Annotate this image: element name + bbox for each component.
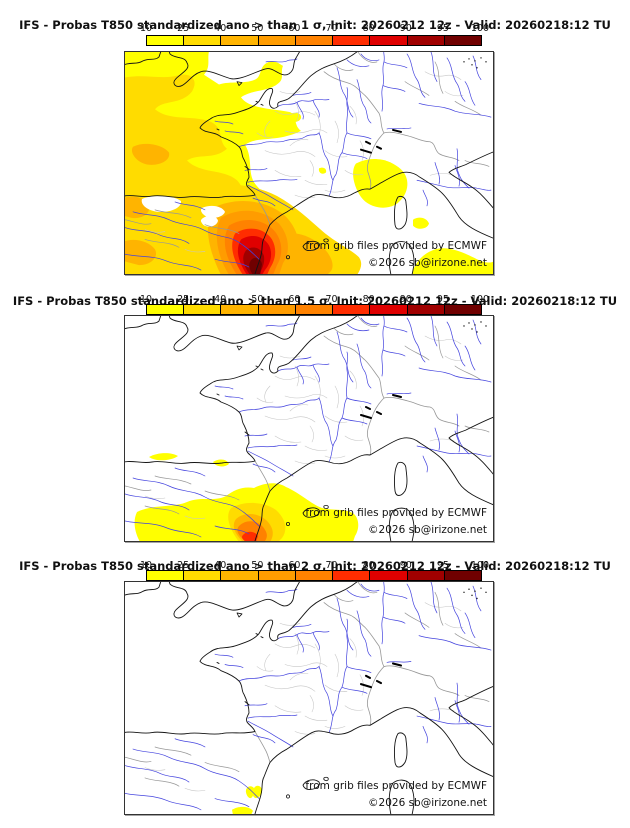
colorbar-segment	[147, 571, 184, 580]
colorbar-tick-label: 40	[214, 23, 227, 34]
colorbar-segment	[294, 571, 333, 580]
colorbar-ticks: 10 25 40 50 60 70 80 90 95 100	[140, 23, 489, 34]
colorbar-segment	[443, 571, 481, 580]
colorbar-tick-label: 40	[214, 294, 227, 305]
colorbar-tick-label: 100	[470, 294, 490, 305]
map-frame: from grib files provided by ECMWF ©2026 …	[124, 315, 494, 542]
map-svg-gt-1-sigma	[125, 52, 493, 274]
colorbar-segment	[220, 36, 258, 45]
colorbar-tick-label: 90	[399, 23, 412, 34]
colorbar-tick-label: 60	[288, 560, 301, 571]
colorbar-tick-label: 80	[362, 294, 375, 305]
colorbar-tick-label: 90	[399, 294, 412, 305]
colorbar-segment	[183, 36, 221, 45]
map-frame: from grib files provided by ECMWF ©2026 …	[124, 51, 494, 275]
colorbar-ticks: 10 25 40 50 60 70 80 90 95 100	[140, 560, 489, 571]
colorbar	[146, 570, 482, 581]
colorbar-segment	[443, 305, 481, 314]
colorbar-segment	[147, 36, 184, 45]
colorbar-segment	[443, 36, 481, 45]
colorbar-segment	[183, 305, 221, 314]
colorbar-segment	[369, 305, 407, 314]
colorbar-segment	[257, 571, 295, 580]
colorbar-tick-label: 70	[325, 560, 338, 571]
map-svg-gt-2-sigma	[125, 582, 493, 814]
colorbar	[146, 304, 482, 315]
colorbar-tick-label: 70	[325, 294, 338, 305]
colorbar-segment	[406, 36, 444, 45]
colorbar-segment	[294, 36, 333, 45]
colorbar-tick-label: 25	[177, 294, 190, 305]
colorbar-tick-label: 50	[251, 294, 264, 305]
colorbar-segment	[332, 305, 370, 314]
colorbar-segment	[220, 305, 258, 314]
colorbar-tick-label: 95	[436, 560, 449, 571]
colorbar-tick-label: 10	[139, 23, 153, 34]
colorbar	[146, 35, 482, 46]
panel-title: IFS - Probas T850 standardized ano > tha…	[19, 17, 611, 32]
colorbar-segment	[257, 305, 295, 314]
colorbar-tick-label: 10	[139, 294, 153, 305]
colorbar-tick-label: 25	[177, 23, 190, 34]
colorbar-segment	[406, 571, 444, 580]
colorbar-tick-label: 70	[325, 23, 338, 34]
colorbar-tick-label: 50	[251, 560, 264, 571]
colorbar-tick-label: 95	[436, 294, 449, 305]
colorbar-tick-label: 80	[362, 23, 375, 34]
colorbar-tick-label: 50	[251, 23, 264, 34]
colorbar-tick-label: 100	[470, 560, 490, 571]
colorbar-tick-label: 80	[362, 560, 375, 571]
colorbar-segment	[332, 571, 370, 580]
colorbar-tick-label: 25	[177, 560, 190, 571]
colorbar-segment	[183, 571, 221, 580]
colorbar-tick-label: 60	[288, 294, 301, 305]
map-frame: from grib files provided by ECMWF ©2026 …	[124, 581, 494, 815]
colorbar-tick-label: 60	[288, 23, 301, 34]
map-svg-gt-1-5-sigma	[125, 316, 493, 541]
colorbar-segment	[220, 571, 258, 580]
colorbar-segment	[369, 36, 407, 45]
colorbar-tick-label: 10	[139, 560, 153, 571]
panel-title: IFS - Probas T850 standardized ano > tha…	[19, 558, 611, 573]
colorbar-segment	[369, 571, 407, 580]
colorbar-segment	[257, 36, 295, 45]
colorbar-segment	[147, 305, 184, 314]
colorbar-tick-label: 100	[470, 23, 490, 34]
colorbar-tick-label: 95	[436, 23, 449, 34]
colorbar-segment	[294, 305, 333, 314]
colorbar-tick-label: 90	[399, 560, 412, 571]
colorbar-segment	[332, 36, 370, 45]
colorbar-tick-label: 40	[214, 560, 227, 571]
colorbar-ticks: 10 25 40 50 60 70 80 90 95 100	[140, 294, 489, 305]
colorbar-segment	[406, 305, 444, 314]
